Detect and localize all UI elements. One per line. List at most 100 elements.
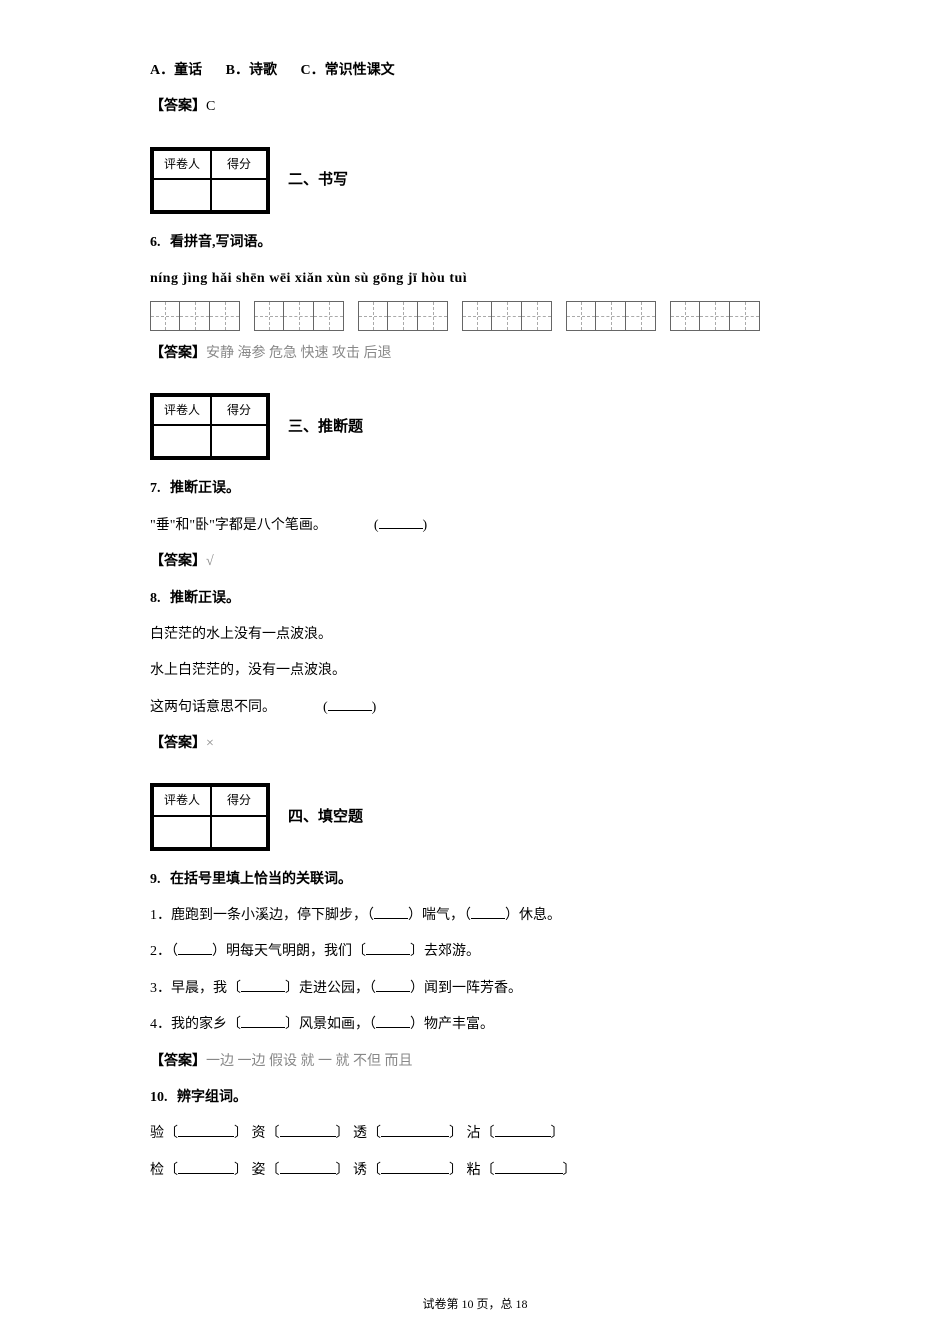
q8-line2: 水上白茫茫的，没有一点波浪。 xyxy=(150,660,800,682)
opt-b-text: 诗歌 xyxy=(249,63,277,78)
q7-paren[interactable]: () xyxy=(374,518,427,533)
tianzige-group[interactable] xyxy=(254,301,344,331)
fill-blank[interactable] xyxy=(241,978,285,992)
fill-blank[interactable] xyxy=(280,1123,336,1137)
footer-a: 试卷第 xyxy=(422,1297,461,1311)
q10-row1: 验〔〕 资〔〕 透〔〕 沾〔〕 xyxy=(150,1123,800,1145)
q7-char2: 卧 xyxy=(195,518,209,533)
q9-i1a: 1．鹿跑到一条小溪边，停下脚步，（ xyxy=(150,908,374,923)
q10-title: 10. 辨字组词。 xyxy=(150,1087,800,1109)
fill-blank[interactable] xyxy=(178,1160,234,1174)
q9-i3c: ）闻到一阵芳香。 xyxy=(410,981,522,996)
q9-i4a: 4．我的家乡〔 xyxy=(150,1017,241,1032)
q8-title-text: 推断正误。 xyxy=(170,591,240,606)
fill-blank[interactable] xyxy=(381,1160,449,1174)
q10-num: 10. xyxy=(150,1090,168,1105)
q10-row2: 检〔〕 姿〔〕 诱〔〕 粘〔〕 xyxy=(150,1160,800,1182)
answer-9-text: 一边 一边 假设 就 一 就 不但 而且 xyxy=(206,1054,413,1069)
grader-col2: 得分 xyxy=(211,396,267,425)
grader-col1: 评卷人 xyxy=(153,786,211,815)
q9-i2c: 〕去郊游。 xyxy=(410,944,480,959)
q9-item1: 1．鹿跑到一条小溪边，停下脚步，（ ）喘气，（ ）休息。 xyxy=(150,905,800,927)
q9-i4c: ）物产丰富。 xyxy=(410,1017,494,1032)
tianzige-group[interactable] xyxy=(566,301,656,331)
section-2-head: 评卷人得分 二、书写 xyxy=(150,147,800,214)
answer-label: 【答案】 xyxy=(150,346,206,361)
grader-box-2: 评卷人得分 xyxy=(150,147,270,214)
opt-c-label: C． xyxy=(300,63,324,78)
q8-title: 8. 推断正误。 xyxy=(150,588,800,610)
q7-title-text: 推断正误。 xyxy=(170,481,240,496)
grader-cell[interactable] xyxy=(153,816,211,848)
fill-blank[interactable] xyxy=(374,905,408,919)
grader-box-3: 评卷人得分 xyxy=(150,393,270,460)
answer-7: 【答案】√ xyxy=(150,551,800,573)
q10-title-text: 辨字组词。 xyxy=(177,1090,247,1105)
section-3-title: 三、推断题 xyxy=(288,415,363,439)
fill-blank[interactable] xyxy=(178,941,212,955)
tianzige-group[interactable] xyxy=(462,301,552,331)
q10-r1c: 〕 透〔 xyxy=(336,1126,382,1141)
answer-9: 【答案】一边 一边 假设 就 一 就 不但 而且 xyxy=(150,1051,800,1073)
q6-pinyin: níng jìng hǎi shēn wēi xiǎn xùn sù gōng … xyxy=(150,268,800,290)
grader-cell[interactable] xyxy=(153,425,211,457)
answer-label: 【答案】 xyxy=(150,554,206,569)
fill-blank[interactable] xyxy=(178,1123,234,1137)
fill-blank[interactable] xyxy=(495,1123,551,1137)
section-4-head: 评卷人得分 四、填空题 xyxy=(150,783,800,850)
q9-num: 9. xyxy=(150,872,161,887)
opt-a-label: A． xyxy=(150,63,174,78)
grader-cell[interactable] xyxy=(211,816,267,848)
tianzige-row xyxy=(150,301,800,331)
grader-cell[interactable] xyxy=(211,425,267,457)
section-3-head: 评卷人得分 三、推断题 xyxy=(150,393,800,460)
q7-tail: "字都是八个笔画。 xyxy=(209,518,327,533)
opt-c: C．常识性课文 xyxy=(300,63,394,78)
q7-num: 7. xyxy=(150,481,161,496)
tianzige-group[interactable] xyxy=(670,301,760,331)
q10-r2d: 〕 粘〔 xyxy=(449,1163,495,1178)
q9-item3: 3．早晨，我〔 〕走进公园，（ ）闻到一阵芳香。 xyxy=(150,978,800,1000)
q6-title-text: 看拼音,写词语。 xyxy=(170,235,272,250)
q9-i4b: 〕风景如画，（ xyxy=(285,1017,376,1032)
q9-i1c: ）休息。 xyxy=(505,908,561,923)
fill-blank[interactable] xyxy=(495,1160,563,1174)
grader-cell[interactable] xyxy=(211,179,267,211)
q6-num: 6. xyxy=(150,235,161,250)
q10-r1a: 验〔 xyxy=(150,1126,178,1141)
grader-cell[interactable] xyxy=(153,179,211,211)
fill-blank[interactable] xyxy=(376,1014,410,1028)
q8-line1: 白茫茫的水上没有一点波浪。 xyxy=(150,624,800,646)
fill-blank[interactable] xyxy=(376,978,410,992)
answer-8: 【答案】× xyxy=(150,733,800,755)
q7-mid: "和" xyxy=(170,518,195,533)
answer-label: 【答案】 xyxy=(150,1054,206,1069)
fill-blank[interactable] xyxy=(471,905,505,919)
tianzige-group[interactable] xyxy=(150,301,240,331)
q7-body: "垂"和"卧"字都是八个笔画。 () xyxy=(150,515,800,537)
fill-blank[interactable] xyxy=(241,1014,285,1028)
q8-line3: 这两句话意思不同。 () xyxy=(150,697,800,719)
q9-item4: 4．我的家乡〔 〕风景如画，（ ）物产丰富。 xyxy=(150,1014,800,1036)
q8-paren[interactable]: () xyxy=(323,700,376,715)
fill-blank[interactable] xyxy=(366,941,410,955)
q10-r2a: 检〔 xyxy=(150,1163,178,1178)
opt-c-text: 常识性课文 xyxy=(325,63,395,78)
answer-6: 【答案】安静 海参 危急 快速 攻击 后退 xyxy=(150,343,800,365)
opt-a: A．童话 xyxy=(150,63,202,78)
q9-title-text: 在括号里填上恰当的关联词。 xyxy=(170,872,352,887)
fill-blank[interactable] xyxy=(280,1160,336,1174)
tianzige-group[interactable] xyxy=(358,301,448,331)
section-4-title: 四、填空题 xyxy=(288,805,363,829)
q10-r1e: 〕 xyxy=(551,1126,565,1141)
q9-i3b: 〕走进公园，（ xyxy=(285,981,376,996)
q9-i1b: ）喘气，（ xyxy=(408,908,471,923)
q9-i2b: ）明每天气明朗，我们〔 xyxy=(212,944,366,959)
q8-l3-text: 这两句话意思不同。 xyxy=(150,700,276,715)
q10-r2e: 〕 xyxy=(563,1163,577,1178)
fill-blank[interactable] xyxy=(381,1123,449,1137)
opt-b: B．诗歌 xyxy=(226,63,277,78)
q9-i3a: 3．早晨，我〔 xyxy=(150,981,241,996)
answer-label: 【答案】 xyxy=(150,99,206,114)
footer-b: 页，总 xyxy=(474,1297,516,1311)
